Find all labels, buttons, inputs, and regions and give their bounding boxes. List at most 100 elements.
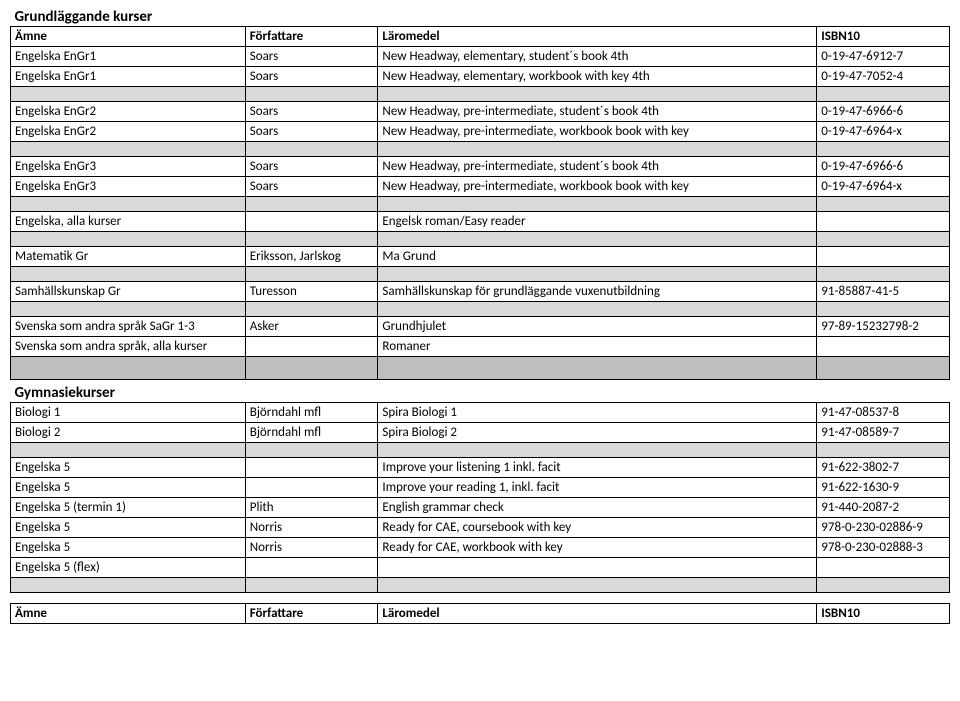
cell-amne: Engelska EnGr1 — [11, 67, 246, 87]
table-row: Svenska som andra språk, alla kurser Rom… — [11, 337, 950, 357]
cell-laro: English grammar check — [378, 498, 817, 518]
cell-laro: New Headway, elementary, student´s book … — [378, 47, 817, 67]
cell-isbn — [817, 558, 950, 578]
cell-forf: Soars — [245, 157, 378, 177]
section-gym: Gymnasiekurser — [11, 380, 950, 403]
cell-isbn — [817, 247, 950, 267]
cell-forf: Soars — [245, 122, 378, 142]
table-row: Engelska 5 Norris Ready for CAE, courseb… — [11, 518, 950, 538]
cell-amne: Engelska EnGr3 — [11, 157, 246, 177]
cell-forf: Norris — [245, 518, 378, 538]
table-row: Engelska EnGr3 Soars New Headway, pre-in… — [11, 157, 950, 177]
cell-forf: Soars — [245, 47, 378, 67]
table-row: Engelska 5 Improve your listening 1 inkl… — [11, 458, 950, 478]
cell-forf — [245, 212, 378, 232]
table-row: Biologi 2 Björndahl mfl Spira Biologi 2 … — [11, 423, 950, 443]
cell-amne: Engelska 5 — [11, 538, 246, 558]
table-row: Biologi 1 Björndahl mfl Spira Biologi 1 … — [11, 403, 950, 423]
cell-laro: New Headway, pre-intermediate, student´s… — [378, 157, 817, 177]
cell-laro: Ma Grund — [378, 247, 817, 267]
cell-laro: Improve your reading 1, inkl. facit — [378, 478, 817, 498]
cell-forf — [245, 478, 378, 498]
cell-isbn: 91-47-08537-8 — [817, 403, 950, 423]
cell-isbn: 0-19-47-7052-4 — [817, 67, 950, 87]
table-row: Matematik Gr Eriksson, Jarlskog Ma Grund — [11, 247, 950, 267]
cell-amne: Engelska 5 — [11, 478, 246, 498]
cell-isbn: 0-19-47-6966-6 — [817, 102, 950, 122]
cell-isbn: 0-19-47-6964-x — [817, 122, 950, 142]
cell-laro: Spira Biologi 2 — [378, 423, 817, 443]
cell-amne: Samhällskunskap Gr — [11, 282, 246, 302]
cell-amne: Engelska 5 (termin 1) — [11, 498, 246, 518]
table-row: Engelska EnGr2 Soars New Headway, pre-in… — [11, 102, 950, 122]
cell-amne: Engelska EnGr2 — [11, 102, 246, 122]
header-laromedel: Läromedel — [378, 27, 817, 47]
cell-forf: Björndahl mfl — [245, 423, 378, 443]
cell-forf: Norris — [245, 538, 378, 558]
table-row: Samhällskunskap Gr Turesson Samhällskuns… — [11, 282, 950, 302]
cell-laro: New Headway, elementary, workbook with k… — [378, 67, 817, 87]
cell-amne: Engelska 5 — [11, 518, 246, 538]
cell-amne: Engelska EnGr1 — [11, 47, 246, 67]
cell-amne: Engelska 5 — [11, 458, 246, 478]
cell-laro: Romaner — [378, 337, 817, 357]
cell-forf — [245, 458, 378, 478]
section-grund: Grundläggande kurser — [11, 4, 950, 27]
header-laromedel: Läromedel — [378, 604, 817, 624]
cell-laro: Engelsk roman/Easy reader — [378, 212, 817, 232]
header-isbn: ISBN10 — [817, 604, 950, 624]
cell-forf: Soars — [245, 102, 378, 122]
cell-isbn: 978-0-230-02886-9 — [817, 518, 950, 538]
header-forfattare: Författare — [245, 604, 378, 624]
cell-isbn — [817, 212, 950, 232]
cell-amne: Svenska som andra språk, alla kurser — [11, 337, 246, 357]
cell-forf — [245, 337, 378, 357]
separator-row — [11, 267, 950, 282]
header-amne: Ämne — [11, 604, 246, 624]
section-title: Grundläggande kurser — [11, 4, 950, 27]
cell-isbn: 91-440-2087-2 — [817, 498, 950, 518]
cell-amne: Biologi 1 — [11, 403, 246, 423]
cell-amne: Matematik Gr — [11, 247, 246, 267]
cell-laro: New Headway, pre-intermediate, workbook … — [378, 122, 817, 142]
cell-laro: Ready for CAE, coursebook with key — [378, 518, 817, 538]
cell-forf: Plith — [245, 498, 378, 518]
cell-laro — [378, 558, 817, 578]
cell-isbn: 91-85887-41-5 — [817, 282, 950, 302]
cell-forf: Soars — [245, 67, 378, 87]
cell-isbn: 91-47-08589-7 — [817, 423, 950, 443]
table-row: Engelska EnGr3 Soars New Headway, pre-in… — [11, 177, 950, 197]
table-row: Svenska som andra språk SaGr 1-3 Asker G… — [11, 317, 950, 337]
table-row: Engelska EnGr2 Soars New Headway, pre-in… — [11, 122, 950, 142]
cell-forf: Björndahl mfl — [245, 403, 378, 423]
header-amne: Ämne — [11, 27, 246, 47]
cell-laro: Improve your listening 1 inkl. facit — [378, 458, 817, 478]
course-table: Grundläggande kurser Ämne Författare Lär… — [10, 4, 950, 624]
table-row: Engelska 5 (flex) — [11, 558, 950, 578]
table-row: Engelska 5 (termin 1) Plith English gram… — [11, 498, 950, 518]
cell-laro: Samhällskunskap för grundläggande vuxenu… — [378, 282, 817, 302]
cell-isbn: 0-19-47-6964-x — [817, 177, 950, 197]
cell-forf: Asker — [245, 317, 378, 337]
table-row: Engelska, alla kurser Engelsk roman/Easy… — [11, 212, 950, 232]
separator-row — [11, 87, 950, 102]
cell-laro: Spira Biologi 1 — [378, 403, 817, 423]
header-forfattare: Författare — [245, 27, 378, 47]
separator-row — [11, 443, 950, 458]
table-row: Engelska EnGr1 Soars New Headway, elemen… — [11, 67, 950, 87]
cell-amne: Engelska, alla kurser — [11, 212, 246, 232]
separator-row — [11, 302, 950, 317]
big-separator-row — [11, 357, 950, 380]
cell-amne: Engelska EnGr3 — [11, 177, 246, 197]
header-isbn: ISBN10 — [817, 27, 950, 47]
separator-row — [11, 232, 950, 247]
cell-isbn: 0-19-47-6966-6 — [817, 157, 950, 177]
cell-isbn: 91-622-3802-7 — [817, 458, 950, 478]
cell-amne: Engelska EnGr2 — [11, 122, 246, 142]
header-row-bottom: Ämne Författare Läromedel ISBN10 — [11, 604, 950, 624]
cell-laro: New Headway, pre-intermediate, student´s… — [378, 102, 817, 122]
table-row: Engelska 5 Norris Ready for CAE, workboo… — [11, 538, 950, 558]
separator-row — [11, 142, 950, 157]
cell-forf — [245, 558, 378, 578]
table-row: Engelska 5 Improve your reading 1, inkl.… — [11, 478, 950, 498]
